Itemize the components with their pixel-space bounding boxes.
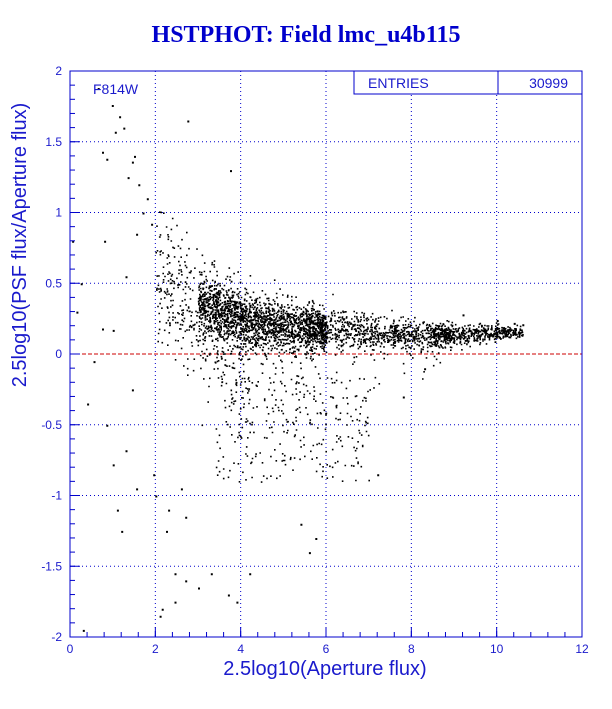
y-axis-ticks: -2 -1.5 -1 -0.5 0 0.5 1 1.5 2: [41, 64, 80, 644]
x-tick-label: 8: [408, 642, 415, 656]
scatter-points: [72, 88, 525, 632]
y-tick-label: -0.5: [41, 418, 62, 432]
y-tick-label: -2: [51, 630, 62, 644]
x-tick-label: 12: [575, 642, 589, 656]
x-axis-label: 2.5log10(Aperture flux): [223, 658, 426, 680]
data-points: [72, 88, 525, 632]
y-tick-label: 1.5: [45, 135, 62, 149]
x-tick-label: 6: [323, 642, 330, 656]
entries-box: ENTRIES 30999: [353, 70, 583, 95]
x-axis-ticks: 0 2 4 6 8 10 12: [67, 627, 589, 656]
y-axis-label: 2.5log10(PSF flux/Aperture flux): [9, 103, 31, 388]
x-tick-label: 2: [152, 642, 159, 656]
x-tick-label: 0: [67, 642, 74, 656]
filter-annotation: F814W: [93, 81, 139, 97]
chart-title: HSTPHOT: Field lmc_u4b115: [151, 22, 461, 48]
y-tick-label: 0: [55, 347, 62, 361]
x-tick-label: 10: [490, 642, 504, 656]
entries-label: ENTRIES: [368, 75, 429, 91]
y-tick-label: 0.5: [45, 276, 62, 290]
entries-value: 30999: [529, 75, 568, 91]
y-tick-label: 1: [55, 206, 62, 220]
x-tick-label: 4: [237, 642, 244, 656]
y-tick-label: -1.5: [41, 559, 62, 573]
y-tick-label: 2: [55, 64, 62, 78]
y-tick-label: -1: [51, 489, 62, 503]
